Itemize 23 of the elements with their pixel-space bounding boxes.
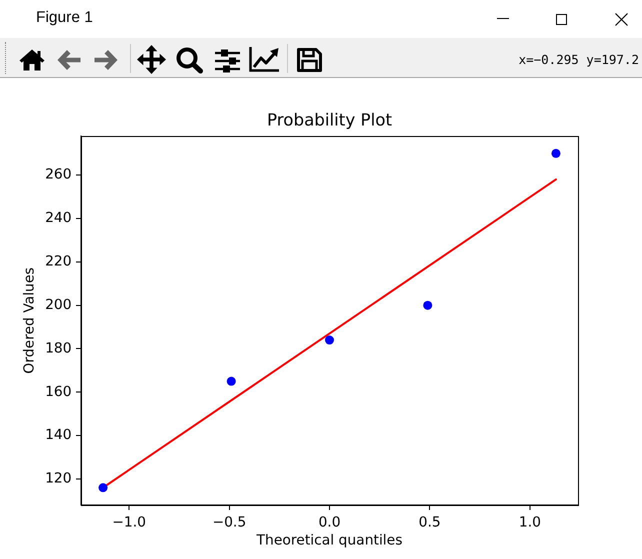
y-tick-label: 140: [45, 427, 72, 444]
x-tick-label: −1.0: [112, 514, 146, 530]
caption: Figure 1: [36, 9, 93, 27]
y-tick-label: 120: [45, 470, 72, 487]
point: [226, 376, 236, 386]
y-tick-label: 260: [45, 166, 72, 183]
x-tick-label: 0.0: [318, 514, 341, 530]
x-tick-label: 1.0: [518, 514, 541, 530]
y-tick-label: 220: [45, 254, 72, 270]
text: x=−0.295 y=197.2: [518, 52, 639, 67]
x-tick-label: −0.5: [212, 514, 246, 530]
point: [551, 148, 560, 158]
y-tick-label: 240: [45, 210, 72, 226]
y-tick-label: 200: [45, 296, 72, 313]
chart-title: Probability Plot: [267, 109, 392, 130]
x-tick-label: 0.5: [418, 514, 441, 530]
x-axis-title: Theoretical quantiles: [256, 532, 402, 548]
y-tick-label: 180: [45, 340, 72, 356]
point: [98, 483, 108, 492]
point: [325, 336, 334, 345]
point: [423, 300, 432, 310]
y-axis-title: Ordered Values: [22, 267, 38, 374]
y-tick-label: 160: [45, 384, 72, 400]
